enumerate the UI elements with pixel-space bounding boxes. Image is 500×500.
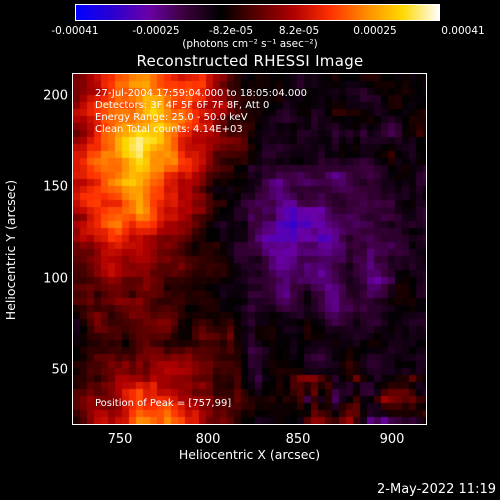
- annotation-energy-range: Energy Range: 25.0 - 50.0 keV: [95, 112, 248, 123]
- heatmap-image: [73, 74, 426, 424]
- colorbar-tick: 0.00041: [441, 25, 485, 37]
- colorbar-tick: 8.2e-05: [278, 25, 320, 37]
- x-tick-label: 750: [107, 432, 133, 447]
- y-tick-label: 100: [43, 271, 68, 287]
- y-tick-label: 150: [43, 179, 68, 195]
- x-tick-label: 850: [285, 432, 311, 447]
- colorbar-tick: -0.00025: [132, 25, 180, 37]
- y-tick-label: 200: [43, 88, 68, 104]
- annotation-detectors: Detectors: 3F 4F 5F 6F 7F 8F, Att 0: [95, 100, 270, 111]
- annotation-time-range: 27-Jul-2004 17:59:04.000 to 18:05:04.000: [95, 88, 307, 99]
- colorbar-tick: -8.2e-05: [208, 25, 254, 37]
- annotation-peak-position: Position of Peak = [757,99]: [95, 398, 232, 409]
- y-tick-label: 50: [51, 362, 68, 378]
- annotation-clean-counts: Clean Total counts: 4.14E+03: [95, 124, 243, 135]
- plot-area: 27-Jul-2004 17:59:04.000 to 18:05:04.000…: [72, 73, 427, 425]
- x-tick-label: 800: [195, 432, 221, 447]
- colorbar-tick: 0.00025: [353, 25, 397, 37]
- colorbar-unit-label: (photons cm⁻² s⁻¹ asec⁻²): [182, 38, 318, 50]
- y-axis-label: Heliocentric Y (arcsec): [3, 179, 18, 321]
- timestamp: 2-May-2022 11:19: [377, 482, 496, 497]
- x-axis-label: Heliocentric X (arcsec): [178, 447, 321, 462]
- colorbar: [75, 4, 440, 21]
- plot-title: Reconstructed RHESSI Image: [136, 52, 364, 70]
- colorbar-tick: -0.00041: [51, 25, 99, 37]
- x-tick-label: 900: [379, 432, 405, 447]
